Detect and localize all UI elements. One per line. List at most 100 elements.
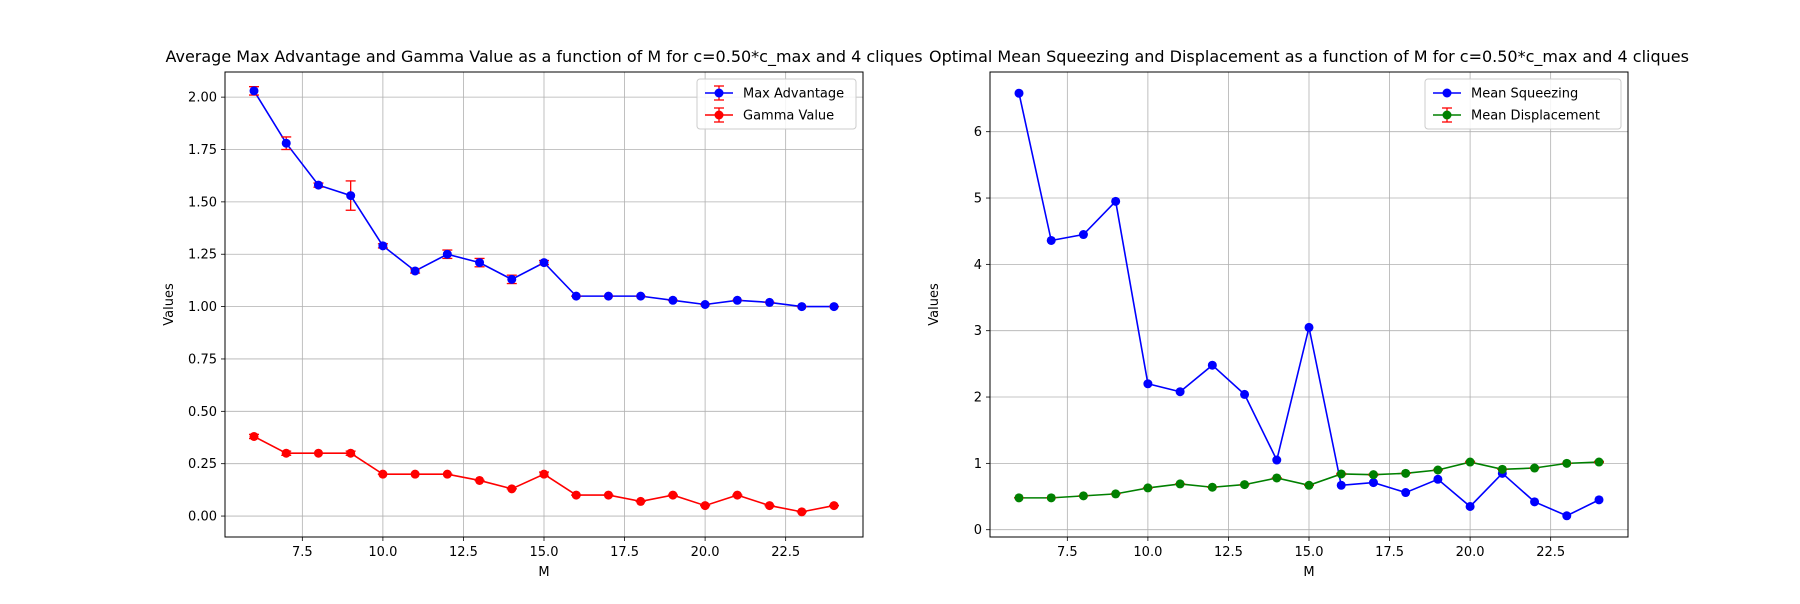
y-tick-label: 0 (974, 523, 982, 538)
data-point (1014, 493, 1024, 503)
data-point (475, 475, 485, 485)
legend-label: Gamma Value (743, 109, 834, 124)
legend-marker (714, 88, 724, 98)
data-point (1401, 488, 1411, 498)
y-tick-label: 6 (974, 125, 982, 140)
legend-box (1424, 78, 1622, 130)
y-tick-label: 0.00 (188, 510, 217, 525)
data-point (700, 300, 710, 309)
y-tick-label: 0.25 (188, 457, 217, 472)
axes-frame (224, 71, 864, 538)
data-point (1530, 463, 1540, 473)
y-tick-label: 1 (974, 457, 982, 472)
data-point (1111, 196, 1121, 206)
y-tick-label: 1.50 (188, 195, 217, 210)
x-tick-label: 20.0 (1456, 545, 1485, 560)
data-point (571, 490, 581, 500)
legend-item: Gamma Value (705, 107, 834, 124)
x-axis-label: M (538, 565, 549, 580)
data-point (1304, 322, 1314, 332)
data-point (668, 295, 678, 305)
legend-item: Mean Displacement (1433, 107, 1600, 124)
y-tick-label: 1.00 (188, 300, 217, 315)
legend-marker (1442, 110, 1452, 120)
data-point (765, 501, 775, 511)
data-point (668, 490, 678, 500)
y-tick-label: 1.25 (188, 248, 217, 263)
data-point (797, 302, 807, 312)
x-tick-label: 22.5 (1536, 545, 1565, 560)
x-tick-label: 7.5 (292, 545, 313, 560)
data-point (1368, 470, 1378, 480)
data-point (1175, 479, 1185, 489)
data-point (1046, 235, 1056, 245)
data-point (1497, 464, 1507, 474)
data-point (636, 496, 646, 506)
data-point (797, 507, 807, 517)
data-point (378, 241, 388, 251)
data-point (1304, 480, 1314, 490)
data-point (1046, 493, 1056, 503)
legend: Max Advantage Gamma Value (696, 78, 857, 130)
y-axis-label: Values (162, 283, 177, 326)
data-point (1207, 482, 1217, 492)
x-tick-label: 15.0 (530, 545, 559, 560)
data-point (313, 180, 323, 190)
data-point (281, 448, 291, 458)
data-point (378, 469, 388, 479)
axes-frame (989, 71, 1629, 538)
data-point (410, 266, 420, 276)
data-point (1530, 497, 1540, 507)
data-point (1272, 455, 1282, 465)
legend-box (696, 78, 857, 130)
legend-marker (714, 110, 724, 120)
chart-title: Average Max Advantage and Gamma Value as… (165, 47, 922, 67)
data-point (636, 291, 646, 301)
data-point (571, 291, 581, 301)
data-point (1143, 379, 1153, 389)
data-point (1465, 457, 1475, 467)
data-point (732, 490, 742, 500)
y-tick-label: 1.75 (188, 143, 217, 158)
y-tick-label: 0.75 (188, 352, 217, 367)
y-tick-label: 2.00 (188, 91, 217, 106)
chart-squeezing-displacement: 7.5 10.0 12.5 15.0 17.5 20.0 22.5 0 1 2 3 4 5 6 Optima… (927, 47, 1689, 580)
y-tick-label: 3 (974, 324, 982, 339)
data-point (829, 501, 839, 511)
legend-item: Max Advantage (705, 85, 844, 102)
data-point (1143, 483, 1153, 493)
data-point (1272, 473, 1282, 483)
data-point (1078, 230, 1088, 240)
data-point (442, 469, 452, 479)
x-axis-label: M (1303, 565, 1314, 580)
data-point (346, 448, 356, 458)
x-tick-label: 10.0 (368, 545, 397, 560)
data-point (442, 249, 452, 259)
legend-label: Max Advantage (743, 87, 844, 102)
data-point (281, 138, 291, 148)
x-tick-label: 12.5 (449, 545, 478, 560)
data-point (313, 448, 323, 458)
legend: Mean Squeezing Mean Displacement (1424, 78, 1622, 130)
data-point (507, 484, 517, 494)
data-point (249, 431, 259, 441)
data-point (1175, 387, 1185, 397)
data-point (732, 295, 742, 305)
x-tick-label: 10.0 (1133, 545, 1162, 560)
legend-marker (1442, 88, 1452, 98)
y-tick-label: 0.50 (188, 405, 217, 420)
data-point (1336, 480, 1346, 490)
y-axis-label: Values (927, 283, 942, 326)
data-point (1401, 468, 1411, 478)
data-point (1433, 474, 1443, 484)
data-point (1594, 457, 1604, 467)
legend-label: Mean Displacement (1471, 109, 1600, 124)
data-point (1078, 491, 1088, 501)
data-point (1336, 469, 1346, 479)
data-point (507, 274, 517, 284)
data-point (1111, 489, 1121, 499)
data-point (603, 490, 613, 500)
data-point (410, 469, 420, 479)
